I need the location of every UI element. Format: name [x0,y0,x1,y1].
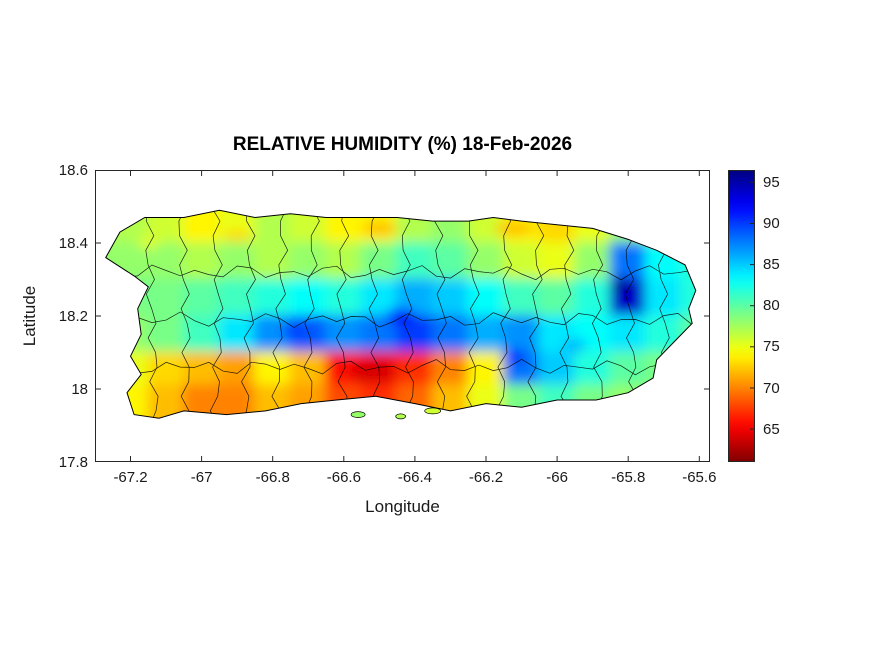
colorbar-tick-label: 75 [763,338,780,356]
x-tick-label: -65.8 [611,469,646,486]
figure-title: RELATIVE HUMIDITY (%) 18-Feb-2026 [232,134,573,155]
axis-ticks [95,169,710,463]
x-tick-label: -67 [190,469,213,486]
x-tick-label: -67.2 [113,469,148,486]
colorbar-tick-label: 90 [763,215,780,232]
colorbar [728,170,755,462]
colorbar-tick-label: 95 [763,173,780,191]
coastline [105,209,697,419]
colorbar-tick-label: 65 [763,420,780,438]
x-tick-label: -66.8 [255,469,290,486]
y-tick-label: 18.2 [58,307,88,325]
islet [424,407,442,415]
colorbar-tick-label: 85 [763,256,780,274]
x-tick-label: -66.4 [397,469,433,486]
map-plot-area [95,169,710,463]
islet [350,411,366,418]
y-axis-label: Latitude [20,285,39,347]
municipality-boundaries [109,210,693,419]
colorbar-tick-label: 80 [763,297,780,315]
colorbar-svg [728,170,755,462]
x-tick-label: -66.2 [468,469,504,486]
y-tick-label: 18.6 [58,161,88,179]
x-tick-label: -66 [546,469,568,486]
y-tick-label: 17.8 [58,453,88,471]
x-tick-label: -66.6 [326,469,361,486]
y-tick-label: 18 [71,380,88,398]
islet [395,413,407,420]
x-axis-label: Longitude [365,497,440,516]
x-tick-label: -65.6 [682,469,717,486]
y-tick-label: 18.4 [58,234,88,252]
humidity-map-svg [95,169,710,463]
colorbar-tick-label: 70 [763,379,780,397]
